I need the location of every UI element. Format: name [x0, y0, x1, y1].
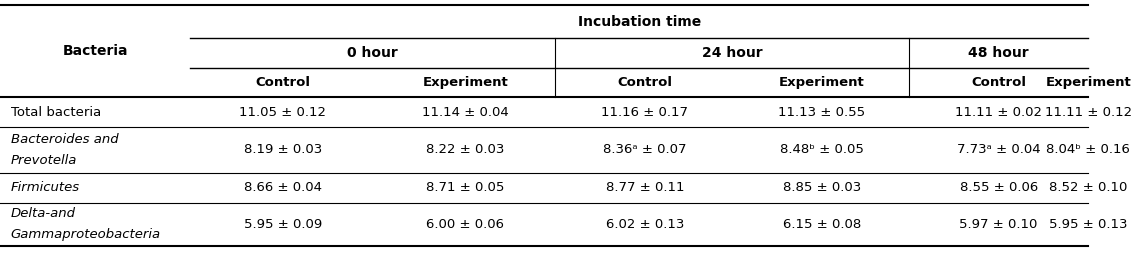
Text: Gammaproteobacteria: Gammaproteobacteria: [11, 228, 161, 241]
Text: 5.97 ± 0.10: 5.97 ± 0.10: [960, 218, 1038, 231]
Text: 6.02 ± 0.13: 6.02 ± 0.13: [606, 218, 684, 231]
Text: 11.11 ± 0.02: 11.11 ± 0.02: [955, 106, 1043, 119]
Text: 8.48ᵇ ± 0.05: 8.48ᵇ ± 0.05: [780, 143, 864, 156]
Text: Delta-and: Delta-and: [11, 207, 76, 220]
Text: Firmicutes: Firmicutes: [11, 181, 80, 194]
Text: 11.14 ± 0.04: 11.14 ± 0.04: [422, 106, 508, 119]
Text: Control: Control: [617, 76, 672, 89]
Text: 8.19 ± 0.03: 8.19 ± 0.03: [243, 143, 323, 156]
Text: 24 hour: 24 hour: [702, 46, 762, 60]
Text: 8.85 ± 0.03: 8.85 ± 0.03: [782, 181, 861, 194]
Text: 8.66 ± 0.04: 8.66 ± 0.04: [245, 181, 321, 194]
Text: Experiment: Experiment: [779, 76, 865, 89]
Text: Experiment: Experiment: [422, 76, 508, 89]
Text: 5.95 ± 0.13: 5.95 ± 0.13: [1049, 218, 1127, 231]
Text: 0 hour: 0 hour: [348, 46, 398, 60]
Text: 8.71 ± 0.05: 8.71 ± 0.05: [426, 181, 505, 194]
Text: 8.22 ± 0.03: 8.22 ± 0.03: [426, 143, 505, 156]
Text: 5.95 ± 0.09: 5.95 ± 0.09: [243, 218, 323, 231]
Text: Incubation time: Incubation time: [577, 15, 701, 29]
Text: 8.04ᵇ ± 0.16: 8.04ᵇ ± 0.16: [1046, 143, 1131, 156]
Text: 8.52 ± 0.10: 8.52 ± 0.10: [1049, 181, 1127, 194]
Text: 7.73ᵃ ± 0.04: 7.73ᵃ ± 0.04: [957, 143, 1040, 156]
Text: Prevotella: Prevotella: [11, 154, 77, 167]
Text: Control: Control: [256, 76, 310, 89]
Text: 11.13 ± 0.55: 11.13 ± 0.55: [778, 106, 865, 119]
Text: 8.36ᵃ ± 0.07: 8.36ᵃ ± 0.07: [603, 143, 687, 156]
Text: 11.05 ± 0.12: 11.05 ± 0.12: [240, 106, 326, 119]
Text: Bacteria: Bacteria: [62, 44, 128, 58]
Text: Total bacteria: Total bacteria: [11, 106, 101, 119]
Text: 8.55 ± 0.06: 8.55 ± 0.06: [960, 181, 1038, 194]
Text: Bacteroides and: Bacteroides and: [11, 133, 119, 146]
Text: 6.15 ± 0.08: 6.15 ± 0.08: [782, 218, 861, 231]
Text: 11.11 ± 0.12: 11.11 ± 0.12: [1045, 106, 1132, 119]
Text: 11.16 ± 0.17: 11.16 ± 0.17: [601, 106, 688, 119]
Text: Experiment: Experiment: [1046, 76, 1131, 89]
Text: 8.77 ± 0.11: 8.77 ± 0.11: [606, 181, 684, 194]
Text: Control: Control: [971, 76, 1026, 89]
Text: 48 hour: 48 hour: [968, 46, 1029, 60]
Text: 6.00 ± 0.06: 6.00 ± 0.06: [427, 218, 505, 231]
